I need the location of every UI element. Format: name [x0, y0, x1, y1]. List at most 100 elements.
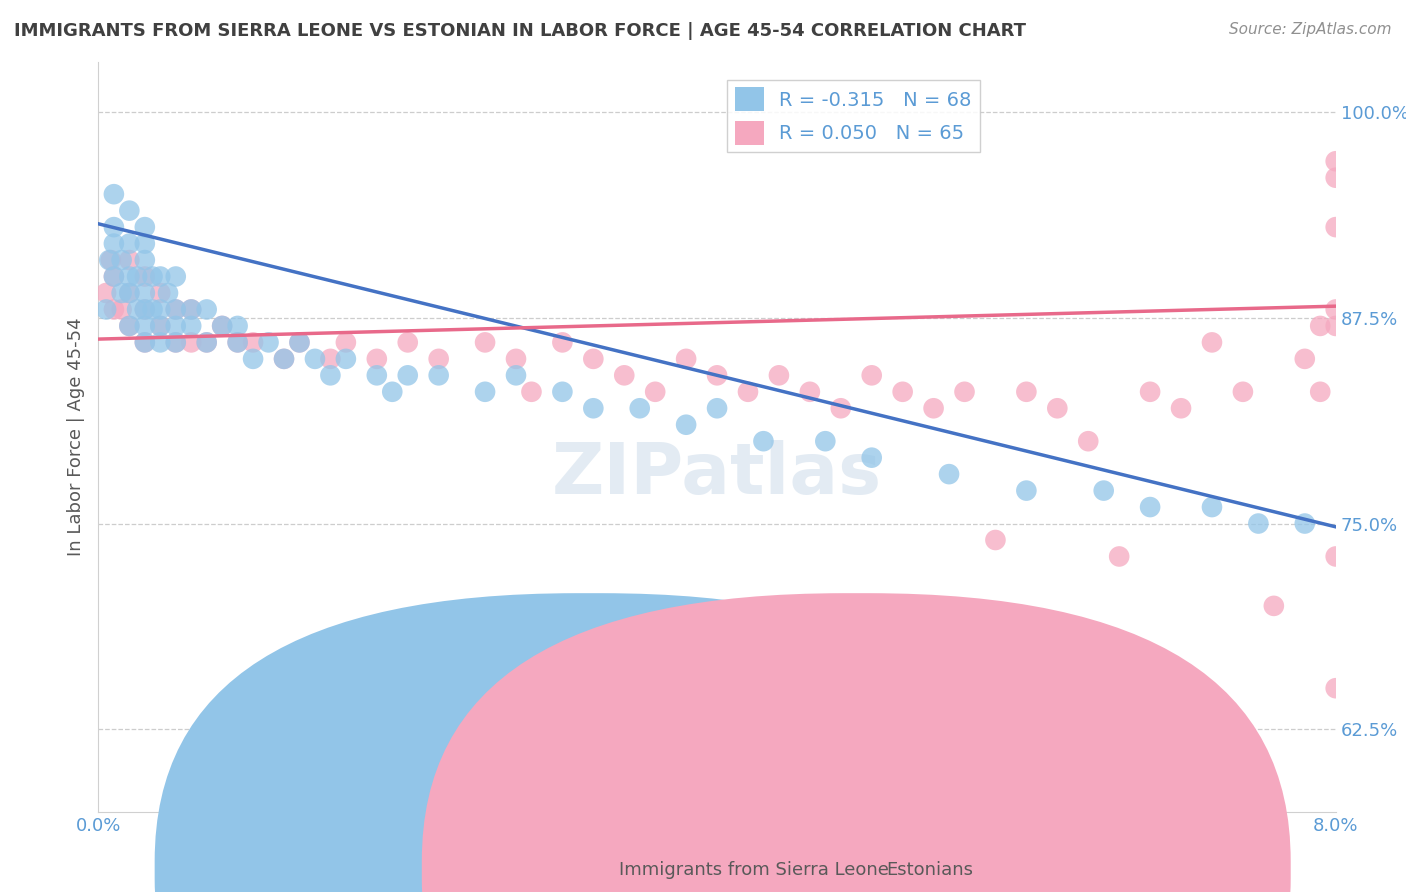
Point [1139, 500, 1161, 514]
Point [118, 269, 141, 284]
Point [1092, 483, 1115, 498]
Point [860, 368, 883, 383]
Point [103, 236, 125, 251]
Point [165, 335, 187, 350]
Legend: R = -0.315   N = 68, R = 0.050   N = 65: R = -0.315 N = 68, R = 0.050 N = 65 [727, 79, 980, 153]
Point [938, 467, 960, 482]
Point [149, 285, 172, 300]
Point [195, 302, 218, 317]
Point [180, 302, 202, 317]
Point [582, 351, 605, 366]
Text: IMMIGRANTS FROM SIERRA LEONE VS ESTONIAN IN LABOR FORCE | AGE 45-54 CORRELATION : IMMIGRANTS FROM SIERRA LEONE VS ESTONIAN… [14, 22, 1026, 40]
Point [675, 351, 697, 366]
Point [165, 335, 187, 350]
Point [103, 269, 125, 284]
Point [1201, 500, 1223, 514]
Point [1046, 401, 1069, 416]
Point [288, 335, 311, 350]
Point [1015, 384, 1038, 399]
Point [134, 335, 156, 350]
Point [195, 335, 218, 350]
Point [319, 368, 342, 383]
Point [226, 335, 249, 350]
Point [551, 384, 574, 399]
Point [768, 368, 790, 383]
Point [628, 401, 651, 416]
Point [427, 351, 450, 366]
Point [103, 269, 125, 284]
Point [1309, 318, 1331, 333]
Point [127, 269, 149, 284]
Point [100, 253, 122, 268]
Point [180, 335, 202, 350]
Point [149, 269, 172, 284]
Point [922, 401, 945, 416]
Point [1324, 220, 1347, 235]
Point [165, 318, 187, 333]
Text: ZIPatlas: ZIPatlas [553, 440, 882, 509]
Point [1324, 681, 1347, 696]
Point [180, 302, 202, 317]
Point [304, 351, 326, 366]
Point [288, 335, 311, 350]
Point [273, 351, 295, 366]
Point [335, 335, 357, 350]
Point [520, 384, 543, 399]
Point [860, 450, 883, 465]
Point [1108, 549, 1130, 564]
Point [706, 368, 728, 383]
Point [474, 335, 496, 350]
Point [706, 401, 728, 416]
Point [165, 302, 187, 317]
Point [644, 384, 666, 399]
Point [319, 351, 342, 366]
Text: Source: ZipAtlas.com: Source: ZipAtlas.com [1229, 22, 1392, 37]
Point [226, 335, 249, 350]
Point [111, 302, 132, 317]
Point [149, 302, 172, 317]
Point [675, 417, 697, 432]
Point [118, 253, 141, 268]
Point [1324, 302, 1347, 317]
Point [953, 384, 976, 399]
Point [582, 401, 605, 416]
Point [134, 269, 156, 284]
Point [1294, 516, 1316, 531]
Point [984, 533, 1007, 547]
Point [366, 351, 388, 366]
Point [1309, 384, 1331, 399]
Point [505, 368, 527, 383]
Point [1324, 549, 1347, 564]
Point [1294, 351, 1316, 366]
Point [1263, 599, 1285, 613]
Point [1324, 154, 1347, 169]
Point [118, 285, 141, 300]
Point [752, 434, 775, 449]
Point [257, 335, 280, 350]
Point [149, 318, 172, 333]
Point [427, 368, 450, 383]
Point [96, 302, 118, 317]
Point [242, 335, 264, 350]
Point [149, 335, 172, 350]
Point [103, 187, 125, 202]
Point [1077, 434, 1099, 449]
Point [111, 253, 132, 268]
Point [157, 285, 180, 300]
Point [242, 351, 264, 366]
Point [737, 384, 759, 399]
Point [1324, 170, 1347, 185]
Point [134, 285, 156, 300]
Point [505, 351, 527, 366]
Point [103, 220, 125, 235]
Point [1247, 516, 1270, 531]
Point [396, 335, 419, 350]
Point [165, 302, 187, 317]
Point [273, 351, 295, 366]
Point [1232, 384, 1254, 399]
Point [165, 269, 187, 284]
Point [1201, 335, 1223, 350]
Point [118, 236, 141, 251]
Point [226, 318, 249, 333]
Point [118, 285, 141, 300]
